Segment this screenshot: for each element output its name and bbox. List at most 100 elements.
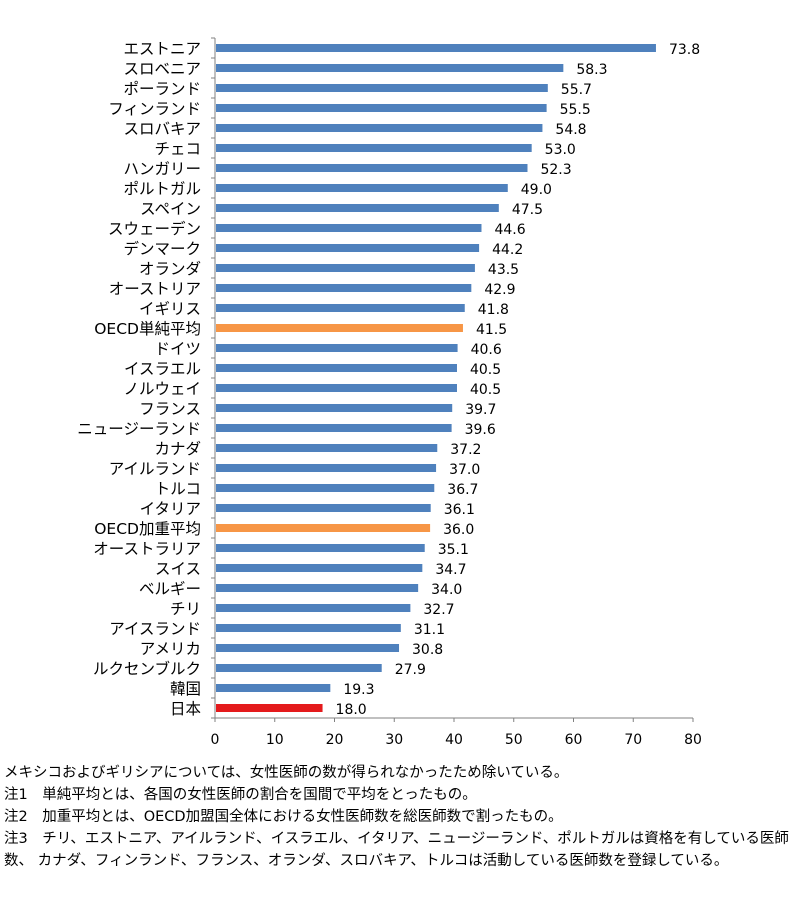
- x-tick-label: 40: [445, 732, 463, 748]
- x-tick-label: 30: [385, 732, 403, 748]
- value-label: 34.0: [431, 582, 462, 598]
- x-tick-label: 50: [505, 732, 523, 748]
- bar: [216, 364, 457, 372]
- value-label: 47.5: [512, 202, 543, 218]
- value-label: 41.8: [478, 302, 509, 318]
- bar: [216, 504, 431, 512]
- category-label: スウェーデン: [108, 219, 201, 238]
- category-label: ポルトガル: [123, 180, 201, 198]
- value-label: 54.8: [555, 122, 586, 138]
- bar: [216, 424, 452, 432]
- value-label: 44.2: [492, 242, 523, 258]
- bar: [216, 64, 564, 72]
- bar: [216, 124, 543, 132]
- category-label: カナダ: [154, 440, 201, 458]
- category-label: トルコ: [155, 480, 201, 498]
- category-label: ノルウェイ: [123, 380, 201, 398]
- category-label: ドイツ: [154, 340, 201, 358]
- category-label: ハンガリー: [123, 160, 201, 178]
- bar: [216, 84, 548, 92]
- value-label: 30.8: [412, 642, 443, 658]
- category-label: エストニア: [123, 40, 201, 58]
- category-label: 韓国: [170, 680, 201, 698]
- value-label: 40.5: [470, 362, 501, 378]
- category-label: チリ: [170, 600, 201, 618]
- bar: [216, 324, 463, 332]
- value-label: 36.7: [447, 482, 478, 498]
- bar: [216, 624, 401, 632]
- category-label: アイルランド: [109, 460, 201, 478]
- bar: [216, 684, 331, 692]
- x-tick-label: 60: [565, 732, 583, 748]
- value-label: 18.0: [336, 702, 367, 718]
- category-label: フランス: [139, 400, 201, 418]
- bar: [216, 704, 323, 712]
- value-label: 44.6: [494, 222, 525, 238]
- x-tick-label: 20: [326, 732, 344, 748]
- bar: [216, 604, 411, 612]
- category-label: オーストラリア: [93, 540, 201, 558]
- value-label: 41.5: [476, 322, 507, 338]
- bar: [216, 644, 400, 652]
- value-label: 39.7: [465, 402, 496, 418]
- value-label: 34.7: [435, 562, 466, 578]
- bar: [216, 484, 435, 492]
- value-label: 39.6: [465, 422, 496, 438]
- value-label: 73.8: [669, 42, 700, 58]
- category-label: イタリア: [140, 500, 201, 518]
- category-label: ポーランド: [123, 80, 201, 98]
- bar: [216, 284, 472, 292]
- value-label: 52.3: [540, 162, 571, 178]
- category-label: OECD単純平均: [94, 320, 201, 338]
- bar: [216, 204, 499, 212]
- category-label: オランダ: [139, 260, 201, 278]
- x-tick-label: 80: [684, 732, 702, 748]
- bar: [216, 464, 437, 472]
- category-label: デンマーク: [123, 239, 201, 258]
- value-label: 36.1: [444, 502, 475, 518]
- category-label: フィンランド: [108, 100, 201, 118]
- x-tick-label: 70: [624, 732, 642, 748]
- value-label: 40.6: [471, 342, 502, 358]
- note-2: 注2 加重平均とは、OECD加盟国全体における女性医師数を総医師数で割ったもの。: [4, 809, 563, 825]
- value-label: 42.9: [484, 282, 515, 298]
- category-label: スイス: [155, 560, 201, 578]
- note-exclusion: メキシコおよびギリシアについては、女性医師の数が得られなかったため除いている。: [4, 765, 569, 781]
- bar: [216, 244, 480, 252]
- bar: [216, 304, 465, 312]
- notes: メキシコおよびギリシアについては、女性医師の数が得られなかったため除いている。 …: [4, 762, 794, 872]
- category-label: OECD加重平均: [94, 520, 201, 538]
- x-tick-label: 0: [211, 732, 220, 748]
- bar: [216, 264, 475, 272]
- value-label: 58.3: [576, 62, 607, 78]
- category-label: アメリカ: [140, 640, 201, 658]
- category-label: スペイン: [140, 200, 201, 218]
- bar: [216, 564, 423, 572]
- bar: [216, 384, 457, 392]
- value-label: 55.5: [560, 102, 591, 118]
- category-label: イスラエル: [124, 360, 201, 378]
- value-label: 43.5: [488, 262, 519, 278]
- category-label: 日本: [170, 700, 201, 718]
- bar: [216, 404, 453, 412]
- value-label: 36.0: [443, 522, 474, 538]
- value-label: 49.0: [521, 182, 552, 198]
- category-label: スロバキア: [123, 120, 201, 138]
- category-label: アイスランド: [109, 620, 201, 638]
- bar: [216, 144, 532, 152]
- category-label: ルクセンブルク: [93, 659, 201, 678]
- value-label: 27.9: [395, 662, 426, 678]
- bar: [216, 44, 656, 52]
- x-tick-label: 10: [266, 732, 284, 748]
- value-label: 19.3: [343, 682, 374, 698]
- value-label: 53.0: [545, 142, 576, 158]
- bar: [216, 544, 425, 552]
- value-label: 55.7: [561, 82, 592, 98]
- bar: [216, 104, 547, 112]
- value-label: 40.5: [470, 382, 501, 398]
- category-label: オーストリア: [109, 280, 201, 298]
- bar: [216, 164, 528, 172]
- category-label: チェコ: [154, 140, 201, 158]
- value-label: 37.0: [449, 462, 480, 478]
- bar: [216, 224, 482, 232]
